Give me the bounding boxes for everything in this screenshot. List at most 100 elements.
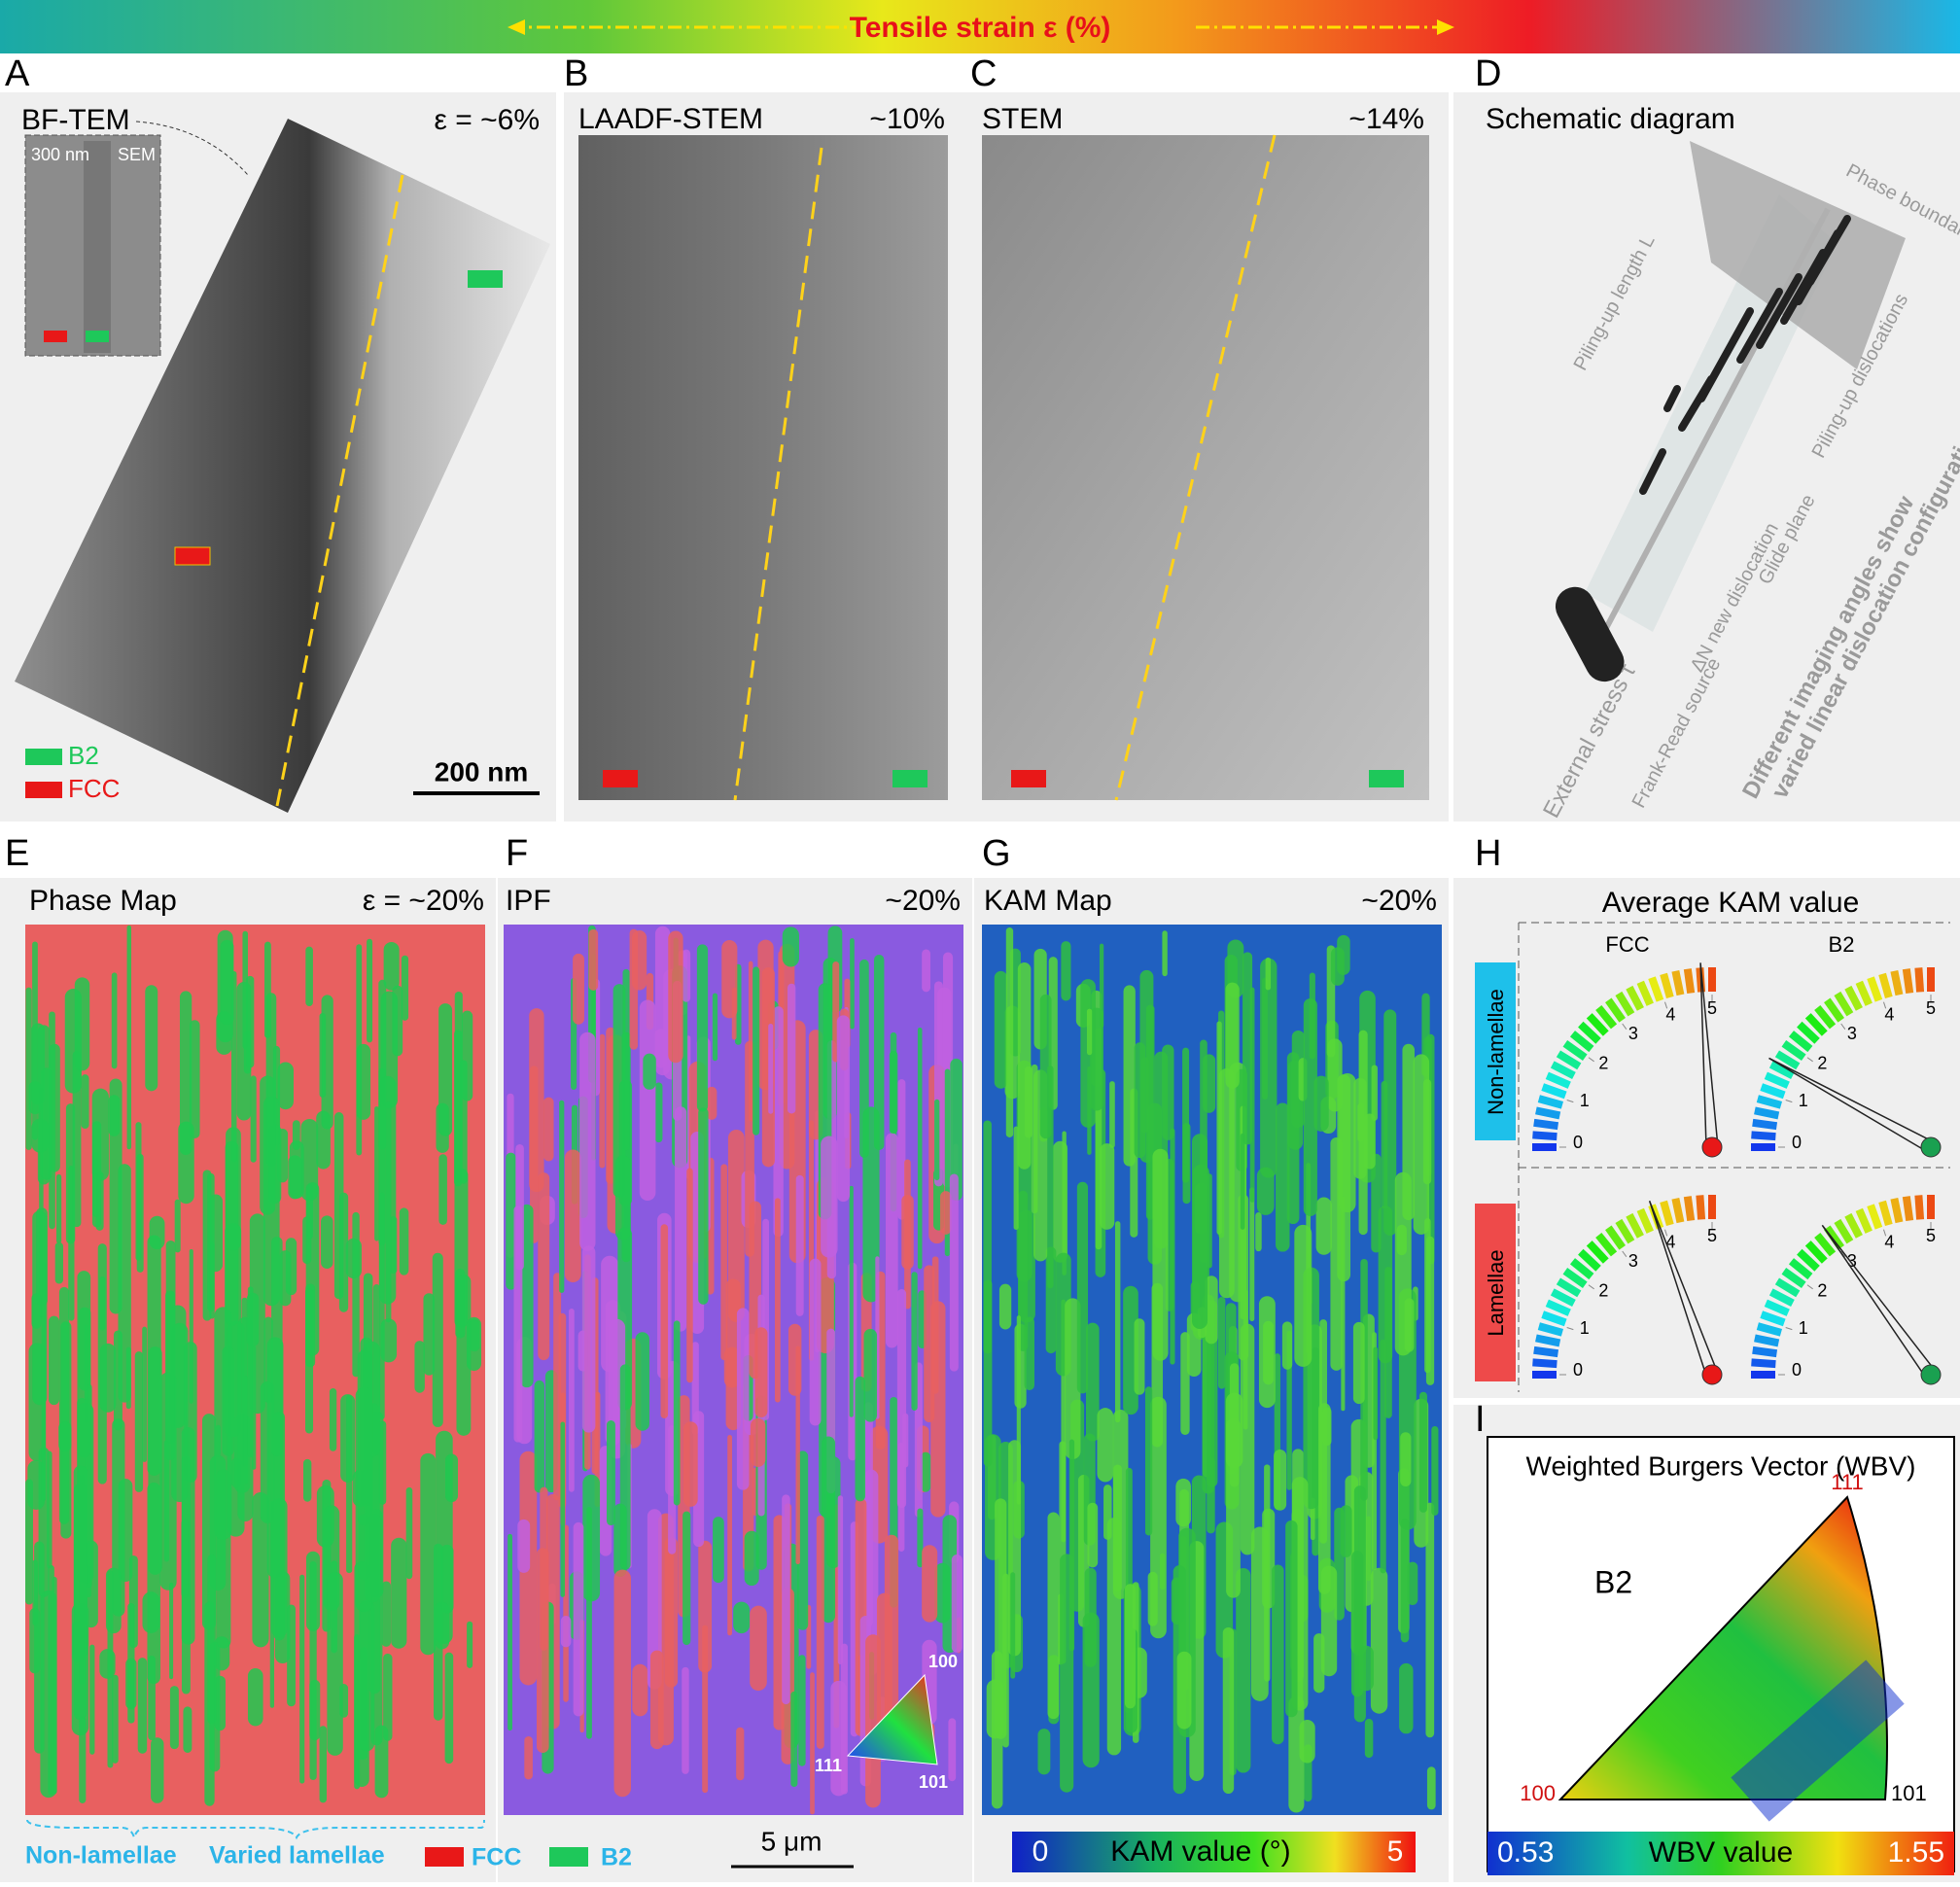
gauge-segment [1537,1322,1564,1337]
map-grain [1134,1318,1145,1395]
map-grain [682,1421,698,1507]
source [1555,586,1625,682]
gauge-segment [1545,1299,1571,1316]
gauge-tick [1806,1284,1813,1290]
map-grain [306,1551,320,1631]
map-grain [1340,1505,1352,1557]
gauge-segment [1754,1334,1780,1347]
phase-boundary [733,147,823,801]
map-grain [174,1199,181,1253]
map-grain [581,1245,596,1433]
gauge-segment [1541,1083,1567,1100]
panel-label: H [1475,833,1501,874]
gauge-segment [1550,1288,1576,1307]
map-grain [246,1292,260,1347]
gauge-tick-label: 4 [1884,1233,1894,1252]
gauge-segment [1626,1212,1644,1239]
panel-label: C [970,53,997,94]
panel-title: KAM Map [984,885,1112,917]
map-grain [1100,1143,1115,1230]
gauge-segment [1562,1040,1588,1061]
map-grain [654,1082,663,1143]
map-grain [25,1479,33,1605]
gauge-segment [1834,1218,1854,1244]
map-grain [579,1031,596,1251]
map-grain [214,1307,232,1540]
map-grain [1016,1315,1021,1505]
gauge-tick-label: 3 [1847,1251,1857,1271]
gauge-tick-label: 1 [1580,1091,1590,1110]
map-grain [524,1736,533,1780]
map-grain [438,1154,447,1225]
map-grain [1068,1439,1075,1652]
strain-title: Tensile strain ε (%) [850,12,1111,44]
map-grain [950,1058,962,1202]
map-grain [1205,1275,1218,1345]
ipf-key [846,1673,938,1765]
map-grain [1352,1321,1365,1405]
column-label: FCC [1605,932,1649,957]
strain-label: ~14% [1348,103,1424,135]
map-grain [720,1164,728,1361]
map-grain [68,1165,75,1321]
map-grain [91,1088,109,1181]
gauge-segment [1537,1095,1564,1109]
map-grain [1113,1464,1122,1592]
gauge-segment [1660,972,1674,999]
inset-marker [44,331,67,342]
map-grain [263,1316,273,1404]
gauge-segment [1615,991,1635,1017]
map-grain [1381,1080,1388,1209]
map-grain [379,1192,385,1419]
gauge-segment [1855,980,1872,1006]
map-grain [855,1376,865,1502]
map-grain [668,930,683,1064]
map-grain [1258,1296,1276,1409]
map-grain [889,1050,898,1135]
gauge-tick-label: 5 [1926,998,1936,1018]
map-grain [1396,1224,1407,1256]
map-grain [49,1315,59,1406]
map-grain [837,1495,844,1664]
map-grain [795,1174,804,1316]
gauge-tick-label: 5 [1926,1226,1936,1245]
map-grain [127,1603,135,1724]
strain-label: ε = ~6% [435,104,540,136]
map-grain [1100,943,1104,1028]
gauge-tick-label: 3 [1847,1024,1857,1043]
gauge-tick [1622,1023,1628,1030]
map-grain [840,1643,848,1795]
map-grain [1285,1520,1298,1718]
map-grain [736,1727,745,1781]
map-grain [1162,930,1168,977]
gauge-segment [1535,1334,1561,1347]
gauge-segment [1890,1198,1904,1224]
gauge-segment [1788,1258,1813,1280]
strain-label: ~20% [1361,885,1437,917]
gauge-segment [1671,1198,1685,1224]
gauge-tick-label: 5 [1707,998,1717,1018]
map-grain [142,1326,148,1462]
gauge-tick-label: 3 [1628,1024,1638,1043]
map-grain [508,1533,512,1731]
map-grain [1276,1102,1290,1252]
map-grain [58,1421,72,1452]
map-grain [287,1604,296,1707]
map-grain [896,1288,907,1509]
gauge-segment [1824,997,1844,1023]
strain-label: ε = ~20% [363,885,484,917]
gauge-tick-label: 3 [1628,1251,1638,1271]
map-grain [1090,1007,1103,1111]
map-grain [25,987,32,1150]
gauge-tick-label: 4 [1665,1005,1675,1025]
map-grain [859,959,869,1158]
panel-label: A [5,53,30,94]
map-grain [1378,1206,1393,1364]
gauge-segment [1756,1322,1783,1337]
map-grain [736,1308,750,1490]
map-grain [145,985,158,1092]
strain-label: ~20% [885,885,961,917]
panel-title: Phase Map [29,885,177,917]
region-label: Non-lamellae [25,1842,177,1870]
colorbar [1012,1832,1416,1872]
